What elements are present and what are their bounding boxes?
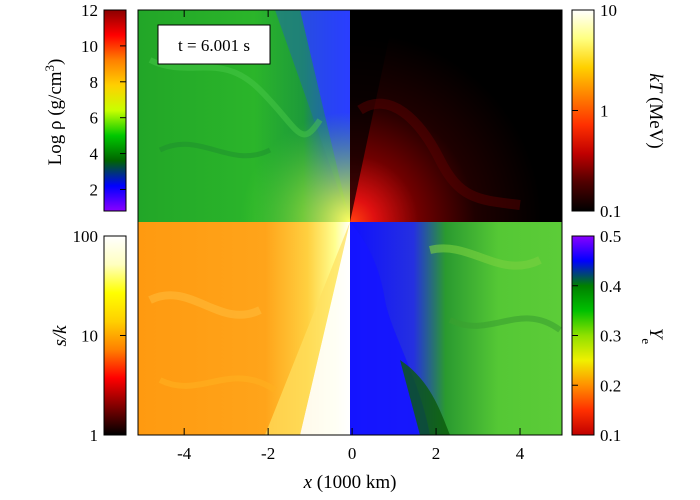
ye-colorbar-label: Ye (640, 328, 667, 345)
plot-frame (137, 9, 563, 436)
x-tick-label: -4 (177, 444, 192, 463)
temperature-panel (350, 10, 562, 222)
density-colorbar-label: Log ρ (g/cm3) (42, 59, 67, 166)
entropy-colorbar-label: s/k (50, 325, 71, 347)
density-label-sup: 3 (42, 65, 57, 72)
ye-label-var: Y (645, 328, 666, 341)
ye-colorbar: 0.1 0.2 0.3 0.4 0.5 (571, 227, 622, 445)
temperature-colorbar-label: kT (MeV) (645, 73, 666, 148)
x-axis-label-var: x (303, 472, 313, 493)
x-tick-label: 0 (348, 444, 357, 463)
density-label-main: Log ρ (g/cm (45, 71, 66, 165)
temperature-label-var: kT (645, 73, 666, 93)
density-colorbar-tick-label: 2 (90, 180, 99, 199)
x-tick-label: -2 (261, 444, 275, 463)
ye-colorbar-tick-label: 0.2 (600, 376, 621, 395)
entropy-colorbar-tick-label: 1 (90, 426, 99, 445)
density-colorbar-tick-label: 6 (90, 109, 99, 128)
density-colorbar-tick-label: 4 (90, 145, 99, 164)
time-label-box: t = 6.001 s (157, 24, 271, 65)
temperature-label-unit: (MeV) (645, 92, 666, 148)
temperature-colorbar-tick-label: 1 (600, 102, 609, 121)
ye-colorbar-tick-label: 0.1 (600, 426, 621, 445)
entropy-colorbar-tick-label: 10 (81, 327, 98, 346)
entropy-panel (138, 222, 350, 435)
ye-colorbar-tick-label: 0.4 (600, 277, 622, 296)
ye-colorbar-tick-label: 0.3 (600, 327, 621, 346)
density-colorbar-tick-label: 12 (81, 1, 98, 20)
ye-colorbar-tick-label: 0.5 (600, 227, 621, 246)
x-tick-label: 4 (516, 444, 525, 463)
x-axis-label: x (1000 km) (303, 472, 397, 493)
temperature-colorbar: 0.1 1 10 (571, 1, 621, 221)
electron-fraction-panel (350, 222, 562, 435)
x-axis: -4 -2 0 2 4 (177, 10, 525, 463)
density-colorbar-tick-label: 8 (90, 73, 99, 92)
temperature-colorbar-tick-label: 0.1 (600, 202, 621, 221)
entropy-colorbar-tick-label: 100 (73, 227, 99, 246)
time-label: t = 6.001 s (178, 36, 250, 55)
temperature-colorbar-tick-label: 10 (600, 1, 617, 20)
x-axis-label-unit: (1000 km) (312, 472, 396, 493)
ye-label-sub: e (640, 338, 655, 344)
density-colorbar: 2 4 6 8 10 12 (81, 1, 127, 212)
density-colorbar-gradient (103, 9, 127, 212)
entropy-colorbar: 1 10 100 (73, 227, 127, 445)
x-tick-label: 2 (432, 444, 441, 463)
density-colorbar-tick-label: 10 (81, 37, 98, 56)
density-label-end: ) (45, 59, 66, 65)
